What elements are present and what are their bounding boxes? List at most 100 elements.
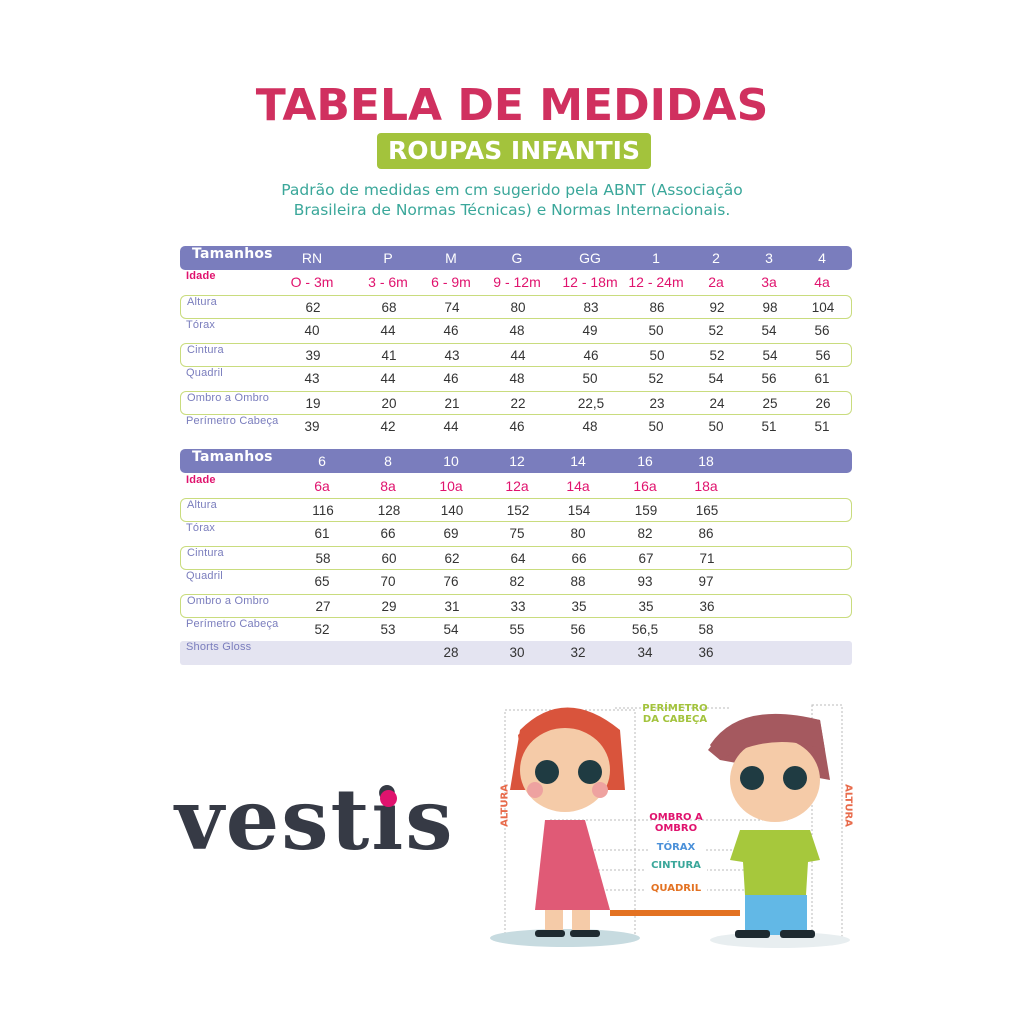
table-cell: 56 [814,323,830,338]
table-cell: 20 [381,396,397,411]
table-cell: 29 [381,599,397,614]
table-cell: 68 [381,300,397,315]
table-row: Perímetro Cabeça 52 53 54 55 56 56,5 58 [180,618,852,642]
table-cell: 32 [570,645,586,660]
table-cell: O - 3m [290,274,334,290]
table-cell: 12 - 18m [562,274,618,290]
table-cell: 12 [509,453,525,469]
table-row: Altura 62 68 74 80 83 86 92 98 104 [180,295,852,319]
table-cell: 86 [649,300,665,315]
table-row: Shorts Gloss 28 30 32 34 36 [180,641,852,665]
table-cell: 92 [709,300,725,315]
table-cell: 33 [510,599,526,614]
table-cell: 50 [582,371,598,386]
table-cell: 26 [815,396,831,411]
label-head-perimeter: PERÍMETRO DA CABEÇA [642,703,708,725]
table-cell: 52 [314,622,330,637]
table-cell: 23 [649,396,665,411]
table-cell: GG [579,250,601,266]
table-cell: 48 [509,371,525,386]
table-cell: 36 [698,645,714,660]
table-row: Idade O - 3m 3 - 6m 6 - 9m 9 - 12m 12 - 18m 12… [180,270,852,294]
table-cell: 116 [312,503,334,518]
table-row: Perímetro Cabeça 39 42 44 46 48 50 50 51 51 [180,415,852,439]
table-cell: 44 [380,323,396,338]
table-cell: 64 [510,551,526,566]
table-cell: 80 [570,526,586,541]
table-cell: 98 [762,300,778,315]
label-shoulder: OMBRO A OMBRO [649,812,703,834]
table-cell: 44 [510,348,526,363]
row-label: Shorts Gloss [186,641,252,653]
table-cell: 8a [380,478,396,494]
table-cell: 56 [815,348,831,363]
table-cell: 54 [708,371,724,386]
row-label: Tamanhos [192,246,273,262]
measurement-illustration: PERÍMETRO DA CABEÇA ALTURA ALTURA OMBRO … [490,690,860,950]
table-cell: 2a [708,274,724,290]
table-cell: 36 [699,599,715,614]
table-cell: 66 [571,551,587,566]
table-cell: 48 [582,419,598,434]
page-title: TABELA DE MEDIDAS [255,80,769,131]
row-label: Tamanhos [192,449,273,465]
table-cell: 52 [708,323,724,338]
table-cell: 2 [712,250,720,266]
table-cell: 35 [571,599,587,614]
description-line: Brasileira de Normas Técnicas) e Normas … [293,201,731,219]
table-cell: 44 [443,419,459,434]
table-cell: 83 [583,300,599,315]
label-chest: TÓRAX [648,842,704,853]
table-cell: 10a [439,478,463,494]
table-cell: 52 [648,371,664,386]
table-cell: 6a [314,478,330,494]
table-cell: G [511,250,523,266]
table-cell: 60 [381,551,397,566]
table-cell: 46 [443,371,459,386]
table-cell: RN [301,250,323,266]
table-cell: 56 [761,371,777,386]
table-cell: 39 [305,348,321,363]
table-cell: 12 - 24m [628,274,684,290]
table-cell: 82 [637,526,653,541]
table-cell: 1 [652,250,660,266]
table-cell: 49 [582,323,598,338]
table-cell: 10 [443,453,459,469]
table-cell: 154 [567,503,591,518]
table-cell: 152 [506,503,530,518]
label-height-right: ALTURA [842,784,854,827]
table-cell: 6 [318,453,326,469]
table-header: Tamanhos RN P M G GG 1 2 3 4 [180,246,852,270]
row-label: Tórax [186,319,216,331]
table-cell: 159 [634,503,658,518]
table-cell: 3 - 6m [368,274,408,290]
table-cell: M [445,250,457,266]
table-cell: 18 [698,453,714,469]
table-cell: 58 [698,622,714,637]
children-illustration [490,704,850,948]
table-cell: 71 [699,551,715,566]
table-row: Cintura 58 60 62 64 66 67 71 [180,546,852,570]
table-cell: 21 [444,396,460,411]
table-cell: 62 [305,300,321,315]
table-cell: 67 [638,551,654,566]
table-cell: 54 [443,622,459,637]
table-cell: 50 [649,348,665,363]
table-cell: 43 [304,371,320,386]
table-cell: 52 [709,348,725,363]
table-cell: 76 [443,574,459,589]
table-cell: 70 [380,574,396,589]
table-cell: 16a [633,478,657,494]
table-cell: 48 [509,323,525,338]
row-label: Idade [186,270,216,282]
table-cell: 50 [708,419,724,434]
table-cell: 56,5 [631,622,659,637]
table-cell: 43 [444,348,460,363]
row-label: Perímetro Cabeça [186,415,279,427]
table-cell: 46 [583,348,599,363]
table-cell: 16 [637,453,653,469]
table-cell: 6 - 9m [431,274,471,290]
row-label: Idade [186,474,216,486]
table-cell: 19 [305,396,321,411]
table-cell: 22 [510,396,526,411]
